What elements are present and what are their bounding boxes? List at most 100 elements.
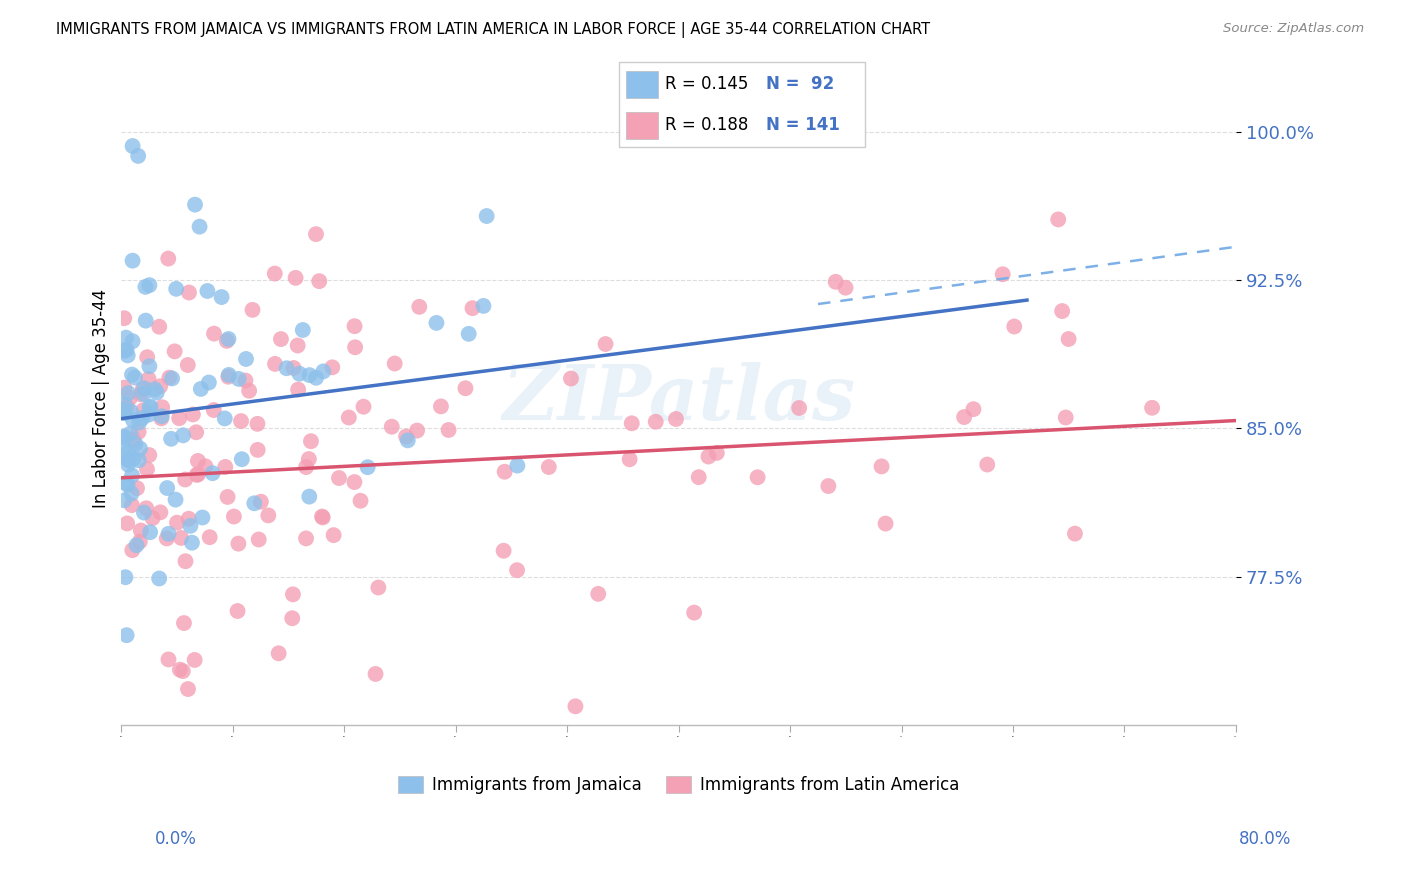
Point — [129, 524, 152, 538]
Point — [328, 471, 350, 485]
Point — [167, 411, 190, 425]
Point — [117, 458, 139, 472]
Point — [697, 450, 720, 464]
Point — [136, 462, 159, 476]
Point — [991, 267, 1014, 281]
Point — [287, 383, 309, 397]
Point — [134, 280, 156, 294]
Point — [242, 302, 264, 317]
Point — [128, 534, 150, 549]
Point — [506, 563, 529, 577]
Point — [229, 414, 252, 428]
Point — [138, 278, 160, 293]
Point — [215, 334, 238, 348]
Point — [112, 404, 135, 418]
Point — [120, 404, 142, 418]
Point — [537, 460, 560, 475]
Point — [179, 518, 201, 533]
Point — [287, 338, 309, 352]
Point — [125, 538, 148, 552]
Point — [150, 409, 173, 424]
Point — [149, 379, 172, 393]
Point — [620, 417, 643, 431]
Point — [619, 452, 641, 467]
Point — [177, 681, 200, 696]
Point — [165, 282, 187, 296]
Point — [291, 323, 314, 337]
Point — [163, 344, 186, 359]
Point — [298, 368, 321, 383]
Point — [129, 442, 152, 456]
Point — [1054, 410, 1077, 425]
Text: Source: ZipAtlas.com: Source: ZipAtlas.com — [1223, 22, 1364, 36]
Text: R = 0.145: R = 0.145 — [665, 76, 749, 94]
Point — [177, 512, 200, 526]
Point — [1002, 319, 1025, 334]
Text: IMMIGRANTS FROM JAMAICA VS IMMIGRANTS FROM LATIN AMERICA IN LABOR FORCE | AGE 35: IMMIGRANTS FROM JAMAICA VS IMMIGRANTS FR… — [56, 22, 931, 38]
Point — [117, 386, 139, 401]
Point — [201, 466, 224, 480]
Point — [295, 460, 318, 475]
Point — [962, 402, 984, 417]
Point — [186, 467, 208, 482]
Point — [112, 431, 135, 445]
Point — [142, 511, 165, 525]
Point — [121, 139, 143, 153]
Point — [560, 371, 582, 385]
Point — [169, 663, 191, 677]
Point — [475, 209, 498, 223]
Point — [121, 468, 143, 483]
Point — [115, 516, 138, 531]
Point — [787, 401, 810, 415]
Point — [160, 432, 183, 446]
Point — [112, 406, 135, 420]
Point — [132, 403, 155, 417]
Point — [115, 331, 138, 345]
Point — [586, 587, 609, 601]
Point — [125, 481, 148, 495]
Point — [870, 459, 893, 474]
Text: R = 0.188: R = 0.188 — [665, 116, 749, 134]
Point — [157, 370, 180, 384]
Point — [121, 253, 143, 268]
Point — [492, 543, 515, 558]
Point — [148, 319, 170, 334]
Point — [408, 300, 430, 314]
Point — [166, 516, 188, 530]
Point — [127, 149, 149, 163]
Point — [1057, 332, 1080, 346]
Point — [115, 446, 138, 460]
Point — [128, 453, 150, 467]
Point — [217, 490, 239, 504]
Point — [235, 351, 257, 366]
Point — [118, 453, 141, 467]
Point — [396, 434, 419, 448]
Point — [115, 400, 138, 414]
Point — [381, 419, 404, 434]
Bar — [626, 71, 658, 98]
Point — [115, 475, 138, 490]
Point — [194, 459, 217, 474]
Point — [157, 526, 180, 541]
Point — [299, 434, 322, 449]
Point — [181, 408, 204, 422]
Point — [117, 348, 139, 362]
Point — [217, 369, 239, 384]
Point — [186, 425, 208, 440]
Point — [122, 433, 145, 447]
Point — [364, 667, 387, 681]
Point — [298, 490, 321, 504]
Point — [135, 501, 157, 516]
Point — [461, 301, 484, 315]
Point — [257, 508, 280, 523]
Y-axis label: In Labor Force | Age 35-44: In Labor Force | Age 35-44 — [93, 289, 110, 508]
Point — [150, 401, 173, 415]
Point — [384, 357, 406, 371]
Point — [595, 337, 617, 351]
Point — [430, 400, 453, 414]
Point — [311, 509, 333, 524]
Bar — [626, 112, 658, 139]
Point — [118, 391, 141, 405]
Point — [122, 451, 145, 466]
Point — [202, 403, 225, 417]
